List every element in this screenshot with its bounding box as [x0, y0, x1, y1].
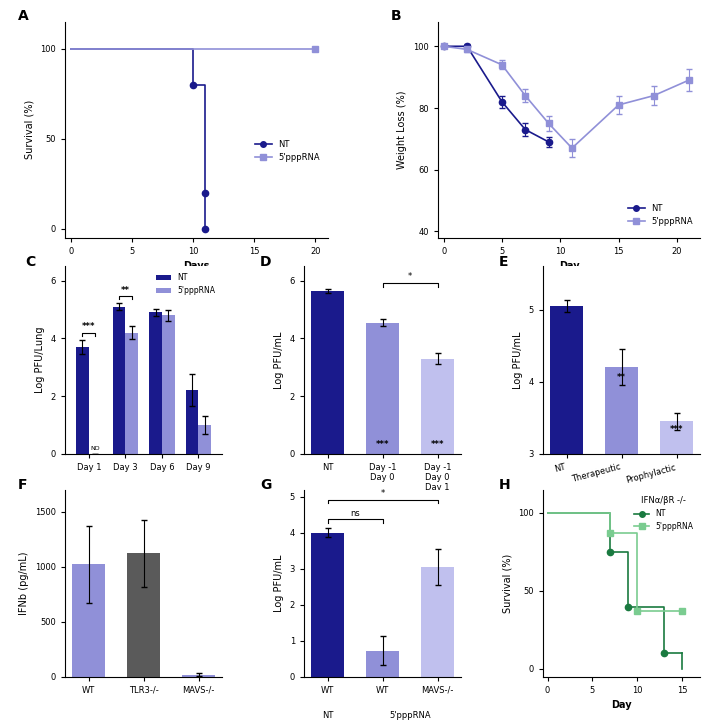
Bar: [550, 306, 583, 670]
Text: 5'pppRNA: 5'pppRNA: [389, 711, 431, 720]
X-axis label: Day: Day: [612, 701, 632, 711]
Text: ***: ***: [670, 425, 684, 433]
Bar: [660, 421, 693, 670]
Text: D: D: [260, 255, 271, 269]
X-axis label: Days: Days: [183, 261, 209, 271]
Text: **: **: [617, 373, 626, 382]
Y-axis label: Log PFU/mL: Log PFU/mL: [274, 554, 284, 612]
Text: G: G: [260, 478, 271, 492]
Bar: [366, 651, 399, 677]
Text: 5'pppRNA: 5'pppRNA: [389, 498, 431, 507]
Y-axis label: Log PFU/mL: Log PFU/mL: [513, 331, 523, 389]
Bar: [182, 675, 215, 677]
Bar: [421, 359, 454, 454]
Bar: [421, 567, 454, 677]
Y-axis label: IFNb (pg/mL): IFNb (pg/mL): [19, 552, 30, 615]
Text: ***: ***: [431, 441, 445, 449]
X-axis label: Day: Day: [559, 261, 579, 271]
Text: NT: NT: [322, 711, 334, 720]
Text: **: **: [121, 286, 130, 294]
Legend: NT, 5'pppRNA: NT, 5'pppRNA: [625, 200, 696, 229]
Y-axis label: Survival (%): Survival (%): [503, 554, 513, 613]
Bar: [113, 307, 126, 454]
Bar: [186, 390, 199, 454]
Text: E: E: [499, 255, 508, 269]
Text: F: F: [18, 478, 27, 492]
Text: *: *: [380, 489, 385, 498]
Legend: NT, 5'pppRNA: NT, 5'pppRNA: [153, 270, 219, 298]
Text: ***: ***: [376, 441, 389, 449]
Bar: [126, 333, 138, 454]
Text: ns: ns: [350, 508, 360, 518]
Bar: [311, 291, 344, 454]
Y-axis label: Survival (%): Survival (%): [25, 100, 35, 159]
Text: ***: ***: [82, 323, 95, 331]
Bar: [605, 367, 638, 670]
Text: B: B: [391, 9, 401, 22]
Bar: [366, 323, 399, 454]
Bar: [72, 564, 105, 677]
Text: H: H: [499, 478, 510, 492]
Y-axis label: Log PFU/Lung: Log PFU/Lung: [35, 327, 45, 393]
Bar: [149, 312, 162, 454]
Bar: [311, 533, 344, 677]
Text: ND: ND: [90, 446, 100, 451]
Legend: NT, 5'pppRNA: NT, 5'pppRNA: [252, 137, 323, 166]
Bar: [199, 425, 212, 454]
Text: *: *: [408, 272, 412, 282]
Y-axis label: Weight Loss (%): Weight Loss (%): [398, 90, 407, 169]
Legend: NT, 5'pppRNA: NT, 5'pppRNA: [631, 493, 697, 534]
Bar: [76, 347, 89, 454]
Text: C: C: [26, 255, 36, 269]
Y-axis label: Log PFU/mL: Log PFU/mL: [274, 331, 284, 389]
Text: A: A: [18, 9, 28, 22]
Bar: [127, 554, 160, 677]
Bar: [162, 315, 175, 454]
